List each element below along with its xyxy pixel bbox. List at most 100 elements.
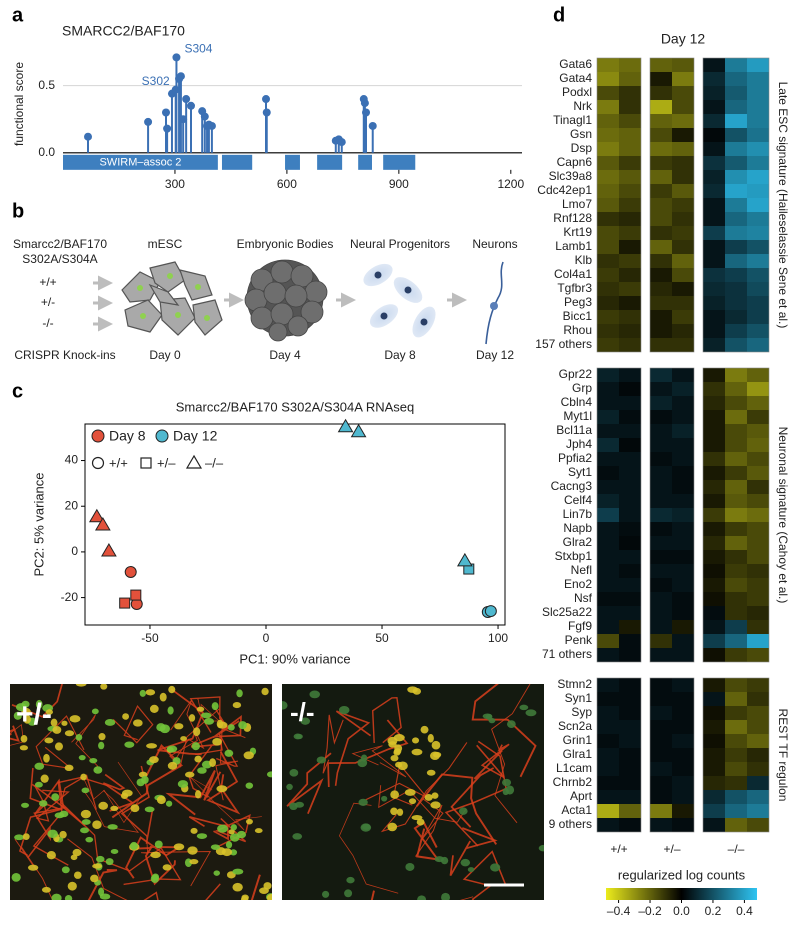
neurite: [371, 696, 402, 744]
domain: [317, 154, 343, 170]
colorbar-tick-label: –0.4: [607, 904, 631, 918]
heatmap-cell: [725, 368, 747, 382]
nucleus: [502, 778, 512, 787]
heatmap-cell: [672, 564, 694, 578]
heatmap-cell: [597, 142, 619, 156]
nucleus: [227, 724, 235, 731]
nucleus: [189, 858, 199, 865]
neurite: [11, 684, 63, 718]
heatmap-cell: [650, 550, 672, 564]
section-label: Late ESC signature (Haileselassie Sene e…: [776, 82, 790, 329]
heatmap-cell: [619, 254, 641, 268]
heatmap-cell: [619, 564, 641, 578]
lollipop-head: [262, 108, 271, 117]
nucleus: [64, 895, 73, 900]
heatmap-cell: [597, 790, 619, 804]
point: [456, 552, 473, 567]
heatmap-cell: [703, 818, 725, 832]
heatmap-cell: [650, 72, 672, 86]
colorbar-tick-label: –0.2: [638, 904, 662, 918]
heatmap-cell: [650, 804, 672, 818]
heatmap-cell: [619, 368, 641, 382]
lollipop-head: [176, 72, 185, 81]
heatmap-cell: [703, 790, 725, 804]
heatmap-cell: [672, 58, 694, 72]
heatmap-cell: [703, 324, 725, 338]
heatmap-cell: [597, 678, 619, 692]
y-tick-label: 0.0: [38, 145, 55, 159]
row-label: Penk: [565, 633, 593, 647]
heatmap-cell: [747, 678, 769, 692]
heatmap-cell: [725, 522, 747, 536]
row-label: Peg3: [564, 295, 592, 309]
heatmap-cell: [703, 268, 725, 282]
nucleus: [420, 725, 429, 734]
nucleus: [393, 734, 405, 742]
heatmap-cell: [619, 72, 641, 86]
heatmap-cell: [650, 254, 672, 268]
nucleus: [81, 819, 91, 825]
nucleus: [408, 798, 417, 805]
heatmap-cell: [619, 438, 641, 452]
nucleus: [217, 721, 228, 729]
heatmap-cell: [619, 620, 641, 634]
heatmap-cell: [619, 578, 641, 592]
nucleus: [27, 864, 39, 871]
heatmap-cell: [672, 198, 694, 212]
neurite: [10, 725, 20, 742]
heatmap-cell: [650, 310, 672, 324]
heatmap-cell: [619, 706, 641, 720]
heatmap-cell: [597, 522, 619, 536]
legend-label: Day 8: [109, 428, 146, 444]
nucleus: [81, 787, 90, 794]
nucleus: [193, 727, 201, 737]
nucleus: [144, 806, 155, 813]
heatmap-cell: [650, 410, 672, 424]
nucleus: [110, 849, 119, 855]
heatmap-cell: [747, 212, 769, 226]
heatmap-cell: [619, 550, 641, 564]
nucleus: [357, 758, 368, 768]
nucleus: [168, 685, 176, 694]
heatmap-cell: [672, 410, 694, 424]
stage-day: Day 0: [149, 348, 181, 362]
heatmap-cell: [650, 212, 672, 226]
heatmap-cell: [597, 592, 619, 606]
nucleus: [431, 740, 441, 750]
heatmap-cell: [672, 536, 694, 550]
heatmap-cell: [619, 720, 641, 734]
heatmap-cell: [747, 424, 769, 438]
stage-day: Day 12: [476, 348, 514, 362]
heatmap-cell: [597, 282, 619, 296]
heatmap-cell: [597, 368, 619, 382]
heatmap-cell: [725, 678, 747, 692]
legend-marker: [91, 456, 105, 470]
heatmap-cell: [597, 424, 619, 438]
heatmap-cell: [725, 324, 747, 338]
nucleus: [191, 742, 201, 751]
heatmap-cell: [597, 396, 619, 410]
nucleus: [13, 711, 22, 720]
heatmap-cell: [597, 620, 619, 634]
nucleus: [150, 851, 161, 859]
nucleus: [224, 749, 234, 757]
heatmap-cell: [747, 184, 769, 198]
nucleus: [289, 802, 298, 811]
heatmap-cell: [747, 72, 769, 86]
block-frame: [702, 57, 770, 353]
neurite: [286, 752, 332, 815]
heatmap-cell: [597, 382, 619, 396]
heatmap-cell: [619, 648, 641, 662]
nucleus: [309, 690, 320, 699]
row-label: Gpr22: [559, 367, 593, 381]
nucleus: [210, 844, 221, 850]
neurite: [449, 827, 498, 877]
legend-label: Day 12: [173, 428, 218, 444]
heatmap-cell: [672, 734, 694, 748]
point: [94, 516, 111, 531]
nucleus: [165, 800, 173, 807]
nucleus: [289, 769, 299, 777]
heatmap-cell: [703, 804, 725, 818]
neurite: [380, 742, 468, 833]
nucleus: [434, 856, 445, 863]
